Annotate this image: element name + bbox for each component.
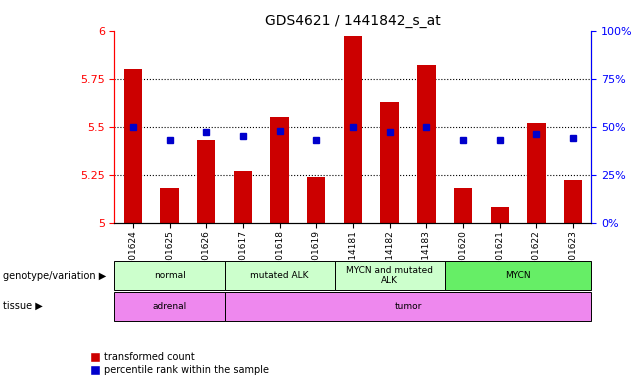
Bar [445,261,591,290]
Title: GDS4621 / 1441842_s_at: GDS4621 / 1441842_s_at [265,14,441,28]
Bar [564,180,583,223]
Text: tissue ▶: tissue ▶ [3,301,43,311]
Bar [225,261,335,290]
Bar [527,123,546,223]
Bar [233,171,252,223]
Legend: transformed count, percentile rank within the sample: transformed count, percentile rank withi… [88,348,273,379]
Bar [270,117,289,223]
Text: MYCN and mutated
ALK: MYCN and mutated ALK [346,266,433,285]
Text: tumor: tumor [394,302,422,311]
Text: mutated ALK: mutated ALK [251,271,309,280]
Bar [114,261,225,290]
Bar [454,188,472,223]
Bar [417,65,436,223]
Text: genotype/variation ▶: genotype/variation ▶ [3,270,106,281]
Bar [344,36,362,223]
Bar [197,140,216,223]
Bar [307,177,326,223]
Text: normal: normal [154,271,185,280]
Bar [335,261,445,290]
Text: MYCN: MYCN [505,271,531,280]
Bar [123,69,142,223]
Bar [490,207,509,223]
Bar [114,292,225,321]
Text: adrenal: adrenal [153,302,186,311]
Bar [160,188,179,223]
Bar [380,102,399,223]
Bar [225,292,591,321]
